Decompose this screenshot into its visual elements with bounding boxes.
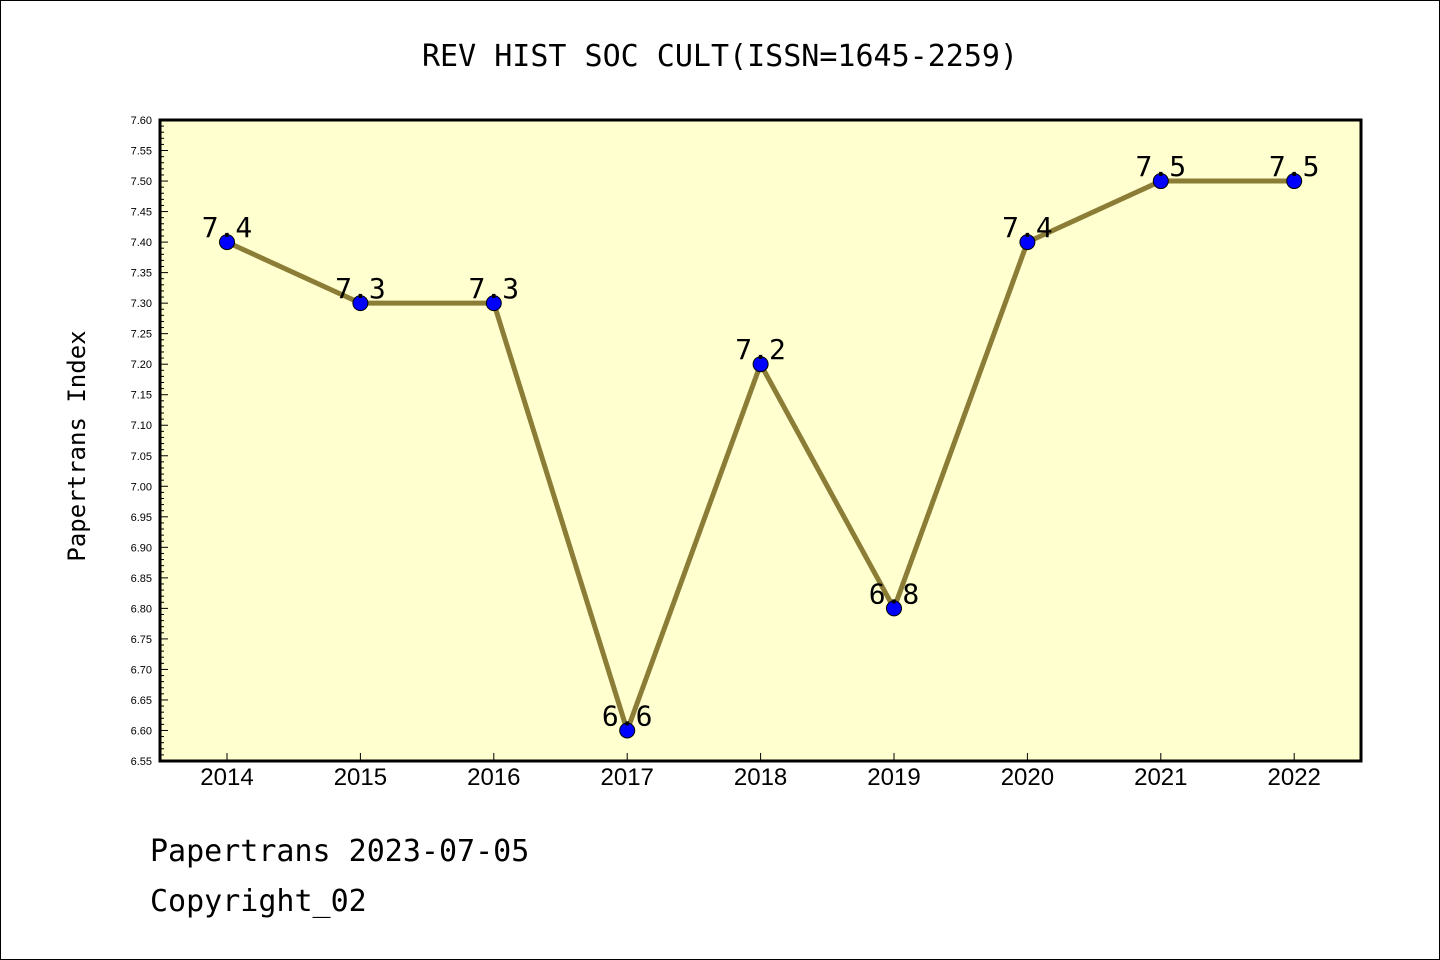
data-label-2018: 7.2 [735,333,786,366]
chart-title: REV HIST SOC CULT(ISSN=1645-2259) [422,39,1018,74]
x-tick-label: 2016 [467,764,520,791]
x-tick-label: 2014 [200,764,253,791]
y-tick-label: 6.55 [131,756,152,768]
data-markers [219,173,1303,739]
y-tick-label: 6.85 [131,573,152,585]
data-point-2020 [1019,234,1036,251]
x-tick-label: 2015 [334,764,387,791]
footer-date: Papertrans 2023-07-05 [150,834,530,869]
y-axis-ticks: 6.55 6.60 6.65 6.70 6.75 6.80 6.85 6.90 6.95 7.00… [131,115,168,768]
y-tick-label: 6.60 [131,725,152,737]
data-point-2019 [886,600,902,617]
y-tick-label: 6.95 [131,512,152,524]
data-point-2015 [352,295,369,312]
x-tick-label: 2020 [1001,764,1054,791]
y-tick-label: 7.30 [131,298,152,310]
y-tick-label: 7.50 [131,176,152,188]
y-tick-label: 7.20 [131,359,152,371]
y-tick-label: 7.35 [131,268,152,280]
data-label-2019: 6.8 [869,577,920,610]
y-tick-label: 6.65 [131,695,152,707]
y-tick-label: 7.10 [131,420,152,432]
y-tick-label: 7.15 [131,390,152,402]
x-tick-label: 2017 [601,764,654,791]
data-point-2021 [1152,173,1169,190]
y-tick-label: 6.90 [131,542,152,554]
y-tick-label: 7.55 [131,146,152,158]
footer-copyright: Copyright_02 [150,884,367,919]
data-label-2014: 7.4 [202,211,253,244]
x-axis-ticks: 2014 2015 2016 2017 2018 2019 2020 2021 2022 [200,753,1321,791]
y-tick-label: 7.40 [131,237,152,249]
data-point-2017 [619,722,636,739]
y-tick-label: 7.25 [131,329,152,341]
data-label-2021: 7.5 [1136,150,1187,183]
data-point-2014 [219,234,235,251]
y-tick-label: 7.60 [131,115,152,127]
y-tick-label: 6.70 [131,664,152,676]
plot-area [158,118,1363,763]
data-point-2022 [1286,173,1303,190]
y-tick-label: 6.75 [131,634,152,646]
y-axis-label: Papertrans Index [63,330,91,561]
data-label-2017: 6.6 [602,699,653,732]
data-point-2016 [485,295,502,312]
data-label-2020: 7.4 [1002,211,1053,244]
y-tick-label: 7.45 [131,207,152,219]
data-labels: 7.4 7.3 7.3 6.6 7.2 6.8 7.4 7.5 7.5 [202,150,1320,732]
data-label-2016: 7.3 [469,272,520,305]
data-label-2015: 7.3 [335,272,386,305]
y-tick-label: 6.80 [131,603,152,615]
y-tick-label: 7.05 [131,451,152,463]
y-axis-minor-ticks [160,125,164,756]
x-tick-label: 2018 [734,764,787,791]
data-point-2018 [752,356,769,373]
data-label-2022: 7.5 [1269,150,1320,183]
x-tick-label: 2022 [1268,764,1321,791]
x-tick-label: 2019 [867,764,920,791]
y-tick-label: 7.00 [131,481,152,493]
x-tick-label: 2021 [1134,764,1187,791]
